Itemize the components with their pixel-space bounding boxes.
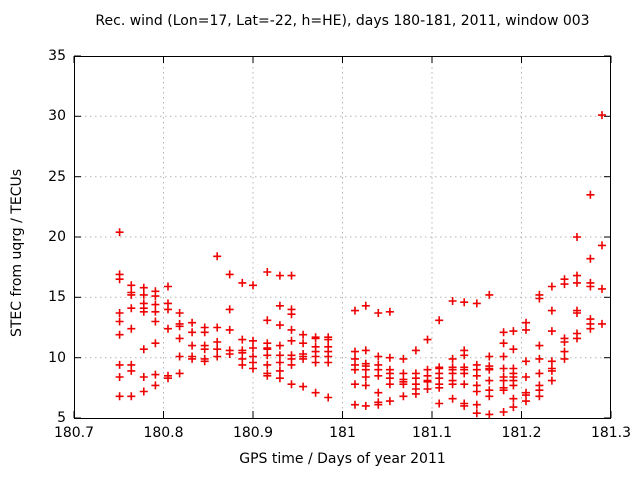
x-tick-label: 180.9 [232, 425, 274, 441]
y-tick-label: 35 [48, 48, 66, 64]
chart-title: Rec. wind (Lon=17, Lat=-22, h=HE), days … [95, 13, 590, 29]
x-tick-label: 181.1 [411, 425, 453, 441]
x-tick-label: 180.8 [143, 425, 184, 441]
y-tick-label: 10 [48, 349, 66, 366]
x-tick-label: 181 [329, 425, 356, 441]
y-axis-label: STEC from uqrg / TECUs [9, 168, 25, 338]
y-tick-label: 20 [48, 229, 66, 245]
y-tick-label: 5 [57, 410, 66, 426]
x-axis-label: GPS time / Days of year 2011 [239, 451, 446, 467]
x-tick-label: 180.7 [53, 425, 95, 441]
scatter-points [115, 111, 606, 419]
y-tick-label: 25 [48, 168, 66, 185]
y-tick-label: 30 [48, 108, 66, 125]
y-tick-label: 15 [48, 289, 66, 306]
x-tick-label: 181.3 [590, 425, 632, 441]
x-tick-label: 181.2 [501, 425, 542, 441]
